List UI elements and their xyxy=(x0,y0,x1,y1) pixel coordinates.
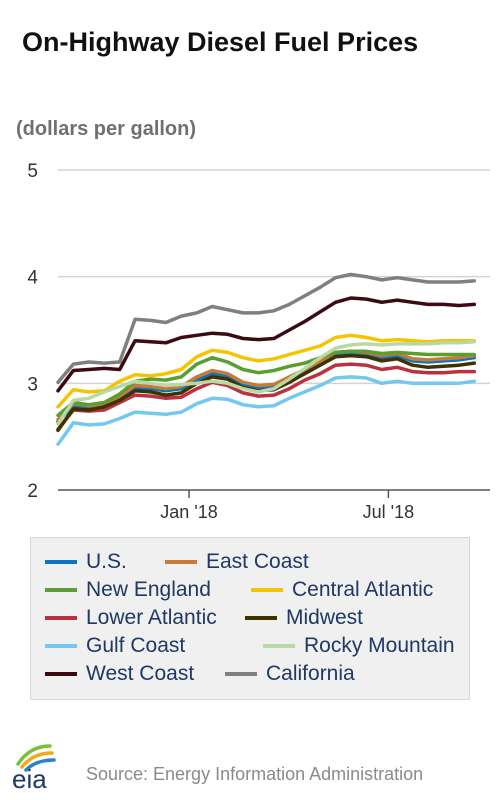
series-lines xyxy=(56,272,477,446)
legend-item-gulf-coast: Gulf Coast xyxy=(45,632,185,660)
legend-item-central-atlantic: Central Atlantic xyxy=(251,576,433,604)
legend-label: Midwest xyxy=(286,606,364,629)
legend-label: Central Atlantic xyxy=(292,578,434,601)
series-line-gulf-coast xyxy=(56,375,477,446)
legend-swatch xyxy=(45,644,77,648)
legend-label: West Coast xyxy=(86,662,195,685)
source-note: Source: Energy Information Administratio… xyxy=(86,764,424,784)
series-line-california xyxy=(56,272,477,385)
legend-label: U.S. xyxy=(86,550,127,573)
legend-label: Rocky Mountain xyxy=(304,634,455,657)
legend-label: California xyxy=(266,662,355,685)
units-label: (dollars per gallon) xyxy=(16,118,197,140)
legend-swatch xyxy=(45,616,77,620)
axes: 2 3 4 5 Jan '18 Jul '18 xyxy=(27,161,490,522)
legend-item-east-coast: East Coast xyxy=(165,548,309,576)
legend-item-west-coast: West Coast xyxy=(45,660,194,688)
legend-item-midwest: Midwest xyxy=(245,604,363,632)
sun-rays-icon xyxy=(16,744,56,772)
series-line-west-coast xyxy=(56,296,477,393)
y-tick-label: 3 xyxy=(27,374,38,395)
x-tick-label: Jan '18 xyxy=(160,502,217,522)
y-tick-label: 5 xyxy=(27,161,38,182)
y-tick-label: 4 xyxy=(27,268,38,289)
eia-logo: eia xyxy=(12,744,56,792)
series-line-east-coast xyxy=(56,349,477,422)
legend-swatch xyxy=(225,672,257,676)
line-chart: 2 3 4 5 Jan '18 Jul '18 xyxy=(27,161,490,522)
logo-wordmark: eia xyxy=(12,764,47,792)
legend-label: Gulf Coast xyxy=(86,634,186,657)
series-line-central-atlantic xyxy=(56,333,477,409)
legend-item-u-s-: U.S. xyxy=(45,548,127,576)
series-line-u-s- xyxy=(56,351,477,424)
legend-label: Lower Atlantic xyxy=(86,606,217,629)
series-line-lower-atlantic xyxy=(56,362,477,431)
y-tick-label: 2 xyxy=(27,481,38,502)
x-tick-label: Jul '18 xyxy=(363,502,414,522)
legend-label: New England xyxy=(86,578,211,601)
legend-item-rocky-mountain: Rocky Mountain xyxy=(263,632,455,660)
series-line-rocky-mountain xyxy=(56,339,477,426)
legend-swatch xyxy=(263,644,295,648)
legend-swatch xyxy=(251,588,283,592)
legend-label: East Coast xyxy=(206,550,309,573)
legend: U.S. East Coast New England Central Atlanti… xyxy=(30,537,470,700)
legend-item-california: California xyxy=(225,660,355,688)
legend-swatch xyxy=(45,672,77,676)
legend-swatch xyxy=(45,588,77,592)
legend-swatch xyxy=(245,616,277,620)
legend-swatch xyxy=(45,560,77,564)
legend-swatch xyxy=(165,560,197,564)
chart-title: On-Highway Diesel Fuel Prices xyxy=(22,27,419,57)
series-line-new-england xyxy=(56,349,477,418)
legend-item-new-england: New England xyxy=(45,576,211,604)
legend-item-lower-atlantic: Lower Atlantic xyxy=(45,604,217,632)
